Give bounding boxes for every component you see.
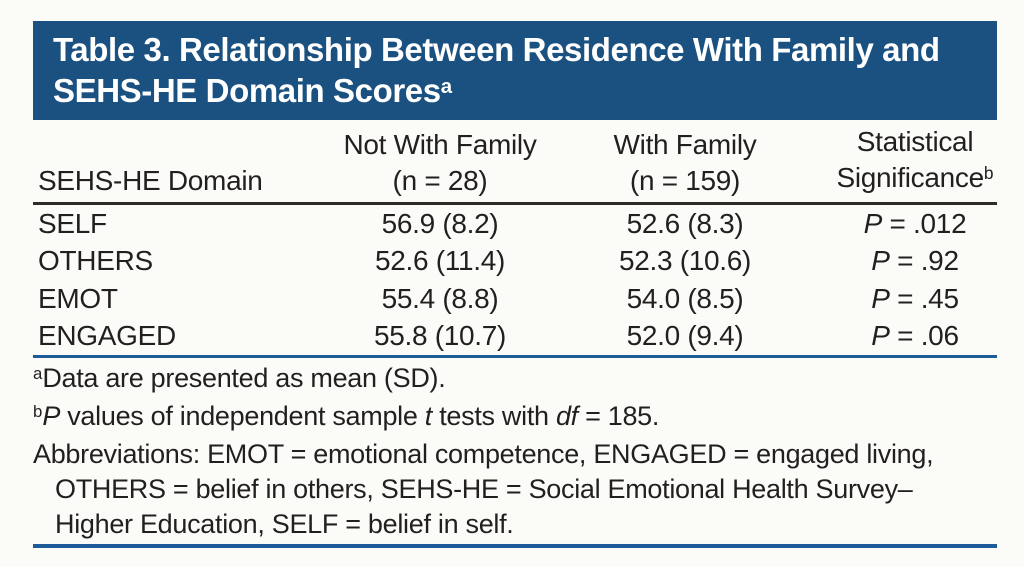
mean-sd-value: 52.0 (9.4) (626, 320, 744, 352)
col-header-statistical-significance: Statistical Significanceb (833, 123, 997, 202)
p-number: .92 (920, 245, 959, 277)
col-header-not-with-family-line1: Not With Family (343, 129, 537, 160)
cell-domain: SELF (33, 205, 343, 243)
cell-with-family: 54.0 (8.5) (537, 280, 833, 318)
col-header-significance-text: Significance (836, 162, 984, 193)
cell-with-family: 52.6 (8.3) (537, 205, 833, 243)
col-header-with-family: With Family (n = 159) (537, 123, 833, 202)
cell-not-with-family: 56.9 (8.2) (343, 205, 537, 243)
p-symbol: P (871, 245, 890, 277)
p-value: P = .45 (871, 282, 959, 315)
footnote-b-df-symbol: df (555, 401, 578, 431)
col-header-domain-label: SEHS-HE Domain (38, 165, 263, 196)
table-body: SELF 56.9 (8.2) 52.6 (8.3) P = .012 OTHE… (33, 205, 997, 358)
cell-p-value: P = .92 (833, 243, 997, 281)
p-symbol: P (863, 207, 883, 239)
footnote-b-t-symbol: t (424, 401, 433, 431)
table-title-line2: SEHS-HE Domain Scoresa (53, 70, 979, 116)
footnote-marker-a: a (33, 364, 43, 384)
p-value: P = .012 (864, 208, 967, 240)
footnote-marker-b: b (33, 402, 43, 422)
p-number: .012 (913, 207, 967, 239)
mean-sd-value: 54.0 (8.5) (626, 282, 744, 314)
col-header-with-family-line1: With Family (613, 129, 757, 160)
domain-label: OTHERS (38, 245, 153, 277)
cell-domain: ENGAGED (33, 318, 343, 356)
footnote-b-text2: tests with (432, 401, 556, 431)
cell-not-with-family: 55.8 (10.7) (343, 318, 537, 356)
domain-label: SELF (38, 207, 107, 239)
col-header-with-family-n: (n = 159) (629, 165, 741, 196)
p-symbol: P (871, 320, 890, 352)
abbreviations-line1: Abbreviations: EMOT = emotional competen… (33, 439, 934, 469)
equals-sign: = (889, 245, 921, 277)
p-number: .45 (920, 282, 959, 314)
figure-bottom-rule (33, 544, 997, 548)
mean-sd-value: 55.8 (10.7) (373, 320, 507, 352)
footnote-b-p-symbol: P (42, 401, 61, 431)
abbreviations-line3: Higher Education, SELF = belief in self. (55, 509, 514, 539)
header-footnote-marker-b: b (983, 163, 994, 184)
mean-sd-value: 55.4 (8.8) (381, 282, 499, 314)
footnote-a-text: Data are presented as mean (SD). (42, 363, 446, 393)
p-value: P = .92 (871, 245, 959, 277)
mean-sd-value: 52.6 (11.4) (374, 245, 506, 277)
col-header-statistical-line1: Statistical (856, 126, 974, 157)
domain-label: EMOT (38, 282, 118, 314)
p-number: .06 (920, 320, 959, 352)
table-title-line1: Table 3. Relationship Between Residence … (53, 31, 940, 68)
cell-p-value: P = .45 (833, 280, 997, 318)
footnote-b-text1: values of independent sample (60, 401, 425, 431)
col-header-domain: SEHS-HE Domain (33, 123, 343, 202)
cell-not-with-family: 52.6 (11.4) (343, 243, 537, 281)
p-symbol: P (871, 282, 890, 314)
col-header-not-with-family-n: (n = 28) (392, 165, 488, 196)
cell-domain: OTHERS (33, 243, 343, 281)
mean-sd-value: 56.9 (8.2) (381, 207, 499, 239)
footnote-b: bP values of independent sample t tests … (33, 399, 1008, 437)
table-footnotes: aData are presented as mean (SD). bP val… (33, 361, 1008, 542)
table-title-line2-text: SEHS-HE Domain Scores (53, 72, 441, 109)
p-value: P = .06 (871, 320, 959, 352)
cell-not-with-family: 55.4 (8.8) (343, 280, 537, 318)
cell-with-family: 52.3 (10.6) (537, 243, 833, 281)
table-title-banner: Table 3. Relationship Between Residence … (33, 21, 997, 120)
cell-domain: EMOT (33, 280, 343, 318)
cell-with-family: 52.0 (9.4) (537, 318, 833, 356)
title-footnote-marker-a: a (440, 74, 453, 98)
footnote-b-text3: = 185. (577, 401, 660, 431)
cell-p-value: P = .012 (833, 205, 997, 243)
col-header-not-with-family: Not With Family (n = 28) (343, 123, 537, 202)
col-header-statistical-line2: Significanceb (836, 160, 993, 199)
equals-sign: = (882, 207, 914, 239)
cell-p-value: P = .06 (833, 318, 997, 356)
table-column-headers: SEHS-HE Domain Not With Family (n = 28) … (33, 123, 997, 205)
abbreviations-line2: OTHERS = belief in others, SEHS-HE = Soc… (55, 474, 913, 504)
footnote-a: aData are presented as mean (SD). (33, 361, 1008, 399)
equals-sign: = (889, 320, 921, 352)
equals-sign: = (889, 282, 921, 314)
domain-label: ENGAGED (38, 320, 176, 352)
mean-sd-value: 52.6 (8.3) (626, 207, 744, 239)
mean-sd-value: 52.3 (10.6) (618, 245, 752, 277)
